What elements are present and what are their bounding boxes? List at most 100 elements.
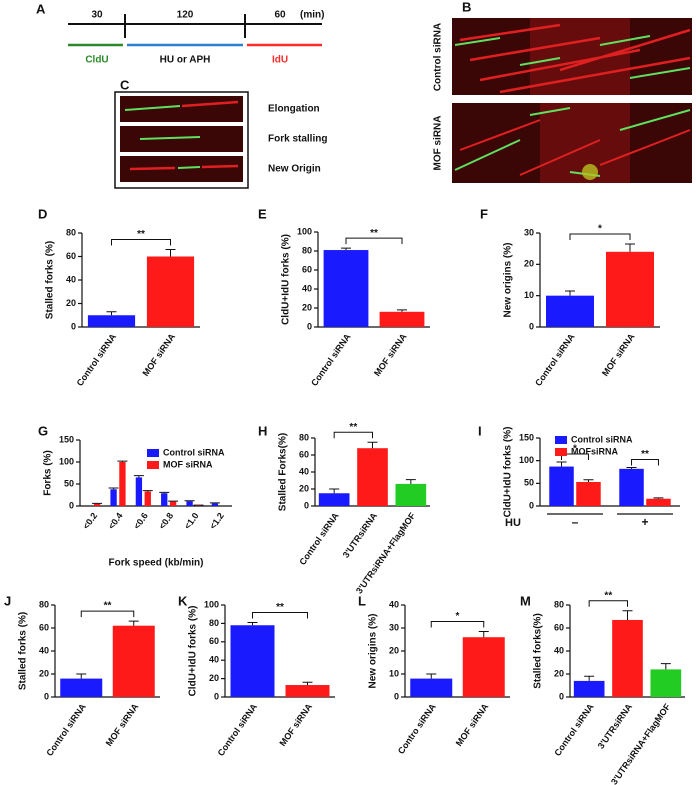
y-axis-label: Stalled forks (%) xyxy=(45,241,56,319)
error-bar xyxy=(247,621,258,626)
x-tick-label: Control siRNA xyxy=(297,510,341,567)
y-tick-label: 40 xyxy=(39,645,49,655)
panel-label: K xyxy=(178,593,188,608)
y-tick-label: 80 xyxy=(66,227,76,237)
y-tick-label: 80 xyxy=(209,618,219,628)
x-tick-label: <0.8 xyxy=(157,511,175,531)
significance-bracket xyxy=(561,453,589,461)
row-label: Elongation xyxy=(268,104,320,115)
y-tick-label: 10 xyxy=(524,290,534,300)
legend-label: MOF siRNA xyxy=(163,459,213,469)
bar xyxy=(606,251,654,327)
bar xyxy=(576,481,601,506)
y-tick-label: 0 xyxy=(307,321,312,331)
x-tick-label: <1.0 xyxy=(182,511,200,531)
phase: HU or APH xyxy=(160,55,211,66)
bar xyxy=(119,462,126,506)
row-label: Fork stalling xyxy=(268,134,327,145)
panel-label: F xyxy=(480,206,488,221)
y-tick-label: 40 xyxy=(389,599,399,609)
significance-bracket xyxy=(333,431,373,439)
y-axis-label: Forks (%) xyxy=(43,450,54,496)
error-bar xyxy=(626,466,637,469)
bar xyxy=(318,493,350,506)
significance-label: * xyxy=(456,611,460,622)
bar xyxy=(93,503,101,506)
y-tick-label: 60 xyxy=(299,449,309,459)
bar xyxy=(323,250,369,327)
x-tick-label: Control siRNA xyxy=(309,331,353,388)
phase: IdU xyxy=(272,55,288,66)
timeline xyxy=(68,14,322,47)
y-tick-label: 20 xyxy=(302,302,312,312)
significance-bracket xyxy=(569,233,631,240)
y-tick-label: 20 xyxy=(299,483,309,493)
error-bar xyxy=(583,479,594,482)
y-tick-label: 80 xyxy=(299,432,309,442)
fiber-examples xyxy=(114,91,249,189)
error-bar xyxy=(159,491,170,494)
error-bar xyxy=(405,479,416,484)
error-bar xyxy=(625,243,635,252)
bar xyxy=(169,501,177,506)
bar xyxy=(144,491,151,506)
x-tick-label: + xyxy=(641,515,648,529)
x-tick-label: <0.6 xyxy=(132,511,150,531)
significance-label: ** xyxy=(370,228,378,239)
bar xyxy=(186,501,193,506)
significance-label: * xyxy=(573,444,577,455)
error-bar xyxy=(142,490,153,492)
x-tick-label: MOF siRNA xyxy=(104,701,141,748)
y-axis-label: CldU+IdU forks (%) xyxy=(281,234,292,325)
duration: 30 xyxy=(91,10,103,21)
y-axis-label: CldU+IdU forks (%) xyxy=(188,606,199,697)
y-tick-label: 40 xyxy=(554,645,564,655)
significance-label: ** xyxy=(641,449,649,460)
duration: 120 xyxy=(177,10,194,21)
bar xyxy=(60,678,103,697)
panel-label: D xyxy=(38,206,47,221)
significance-label: ** xyxy=(137,229,145,240)
x-tick-label: Control siRNA xyxy=(216,701,260,758)
bar xyxy=(87,315,136,327)
fiber-image xyxy=(452,18,692,95)
bar xyxy=(619,468,644,506)
significance-bracket xyxy=(430,620,485,628)
y-tick-label: 60 xyxy=(554,622,564,632)
legend-swatch xyxy=(147,449,159,457)
error-bar xyxy=(584,675,595,681)
x-tick-label: – xyxy=(572,515,579,529)
row-label: New Origin xyxy=(268,164,321,175)
panel-label: I xyxy=(478,423,482,438)
error-bar xyxy=(556,461,567,467)
error-bar xyxy=(128,620,139,626)
significance-bracket xyxy=(252,611,308,619)
x-tick-label: Control siRNA xyxy=(75,331,119,388)
y-tick-label: 40 xyxy=(66,274,76,284)
bar xyxy=(549,466,574,506)
y-tick-label: 80 xyxy=(39,599,49,609)
x-tick-label: 3'UTRsiRNA xyxy=(596,701,635,750)
bar xyxy=(410,678,453,697)
y-axis-label: Stalled Forks(%) xyxy=(278,433,289,511)
y-tick-label: 0 xyxy=(214,691,219,701)
panel-label: E xyxy=(258,206,267,221)
y-tick-label: 0 xyxy=(394,691,399,701)
x-tick-label: <1.2 xyxy=(208,511,226,531)
panel-label: G xyxy=(38,423,48,438)
error-bar xyxy=(117,460,128,462)
error-bar xyxy=(106,311,117,316)
unit: (min) xyxy=(300,10,324,21)
significance-label: ** xyxy=(104,601,112,612)
y-axis-label: CldU+IdU forks (%) xyxy=(503,427,514,518)
significance-label: ** xyxy=(276,602,284,613)
x-tick-label: Control siRNA xyxy=(533,331,577,388)
y-tick-label: 20 xyxy=(389,645,399,655)
x-tick-label: Control siRNA xyxy=(552,701,596,758)
bar xyxy=(395,483,427,506)
error-bar xyxy=(478,630,489,638)
bar xyxy=(573,680,605,697)
significance-bracket xyxy=(345,237,403,245)
bar xyxy=(650,669,682,697)
